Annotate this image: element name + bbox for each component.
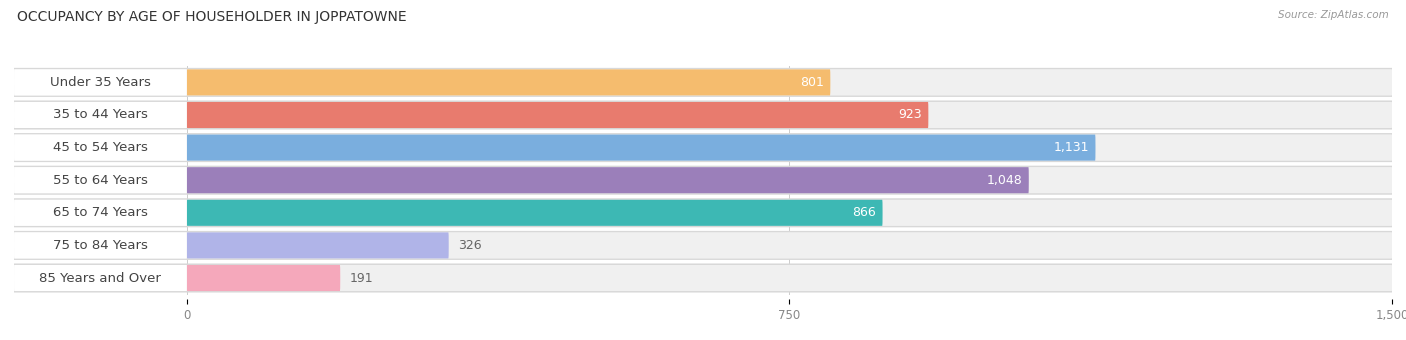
FancyBboxPatch shape <box>13 167 1393 194</box>
FancyBboxPatch shape <box>13 199 1393 226</box>
FancyBboxPatch shape <box>187 135 1095 160</box>
Text: 1,048: 1,048 <box>987 174 1022 187</box>
Text: 65 to 74 Years: 65 to 74 Years <box>53 206 148 219</box>
Text: 85 Years and Over: 85 Years and Over <box>39 272 162 285</box>
FancyBboxPatch shape <box>14 135 1392 160</box>
FancyBboxPatch shape <box>13 134 1393 161</box>
Text: 55 to 64 Years: 55 to 64 Years <box>53 174 148 187</box>
FancyBboxPatch shape <box>13 232 1393 259</box>
Text: Under 35 Years: Under 35 Years <box>51 76 150 89</box>
Text: 801: 801 <box>800 76 824 89</box>
Text: 1,131: 1,131 <box>1053 141 1090 154</box>
Text: 923: 923 <box>898 108 922 121</box>
FancyBboxPatch shape <box>13 101 1393 129</box>
Text: Source: ZipAtlas.com: Source: ZipAtlas.com <box>1278 10 1389 20</box>
FancyBboxPatch shape <box>14 167 1392 193</box>
FancyBboxPatch shape <box>14 200 1392 226</box>
FancyBboxPatch shape <box>187 167 1029 193</box>
FancyBboxPatch shape <box>13 69 1393 96</box>
FancyBboxPatch shape <box>14 135 187 160</box>
FancyBboxPatch shape <box>187 200 883 226</box>
Text: 45 to 54 Years: 45 to 54 Years <box>53 141 148 154</box>
FancyBboxPatch shape <box>14 200 187 226</box>
FancyBboxPatch shape <box>14 69 1392 96</box>
FancyBboxPatch shape <box>14 232 187 258</box>
FancyBboxPatch shape <box>187 69 831 96</box>
FancyBboxPatch shape <box>187 232 449 258</box>
Text: 191: 191 <box>350 272 374 285</box>
FancyBboxPatch shape <box>14 167 187 193</box>
Text: 326: 326 <box>458 239 482 252</box>
FancyBboxPatch shape <box>187 265 340 291</box>
FancyBboxPatch shape <box>187 102 928 128</box>
FancyBboxPatch shape <box>14 102 1392 128</box>
FancyBboxPatch shape <box>14 232 1392 258</box>
Text: 866: 866 <box>852 206 876 219</box>
FancyBboxPatch shape <box>14 265 187 291</box>
FancyBboxPatch shape <box>13 264 1393 292</box>
Text: 75 to 84 Years: 75 to 84 Years <box>53 239 148 252</box>
FancyBboxPatch shape <box>14 265 1392 291</box>
Text: 35 to 44 Years: 35 to 44 Years <box>53 108 148 121</box>
FancyBboxPatch shape <box>14 69 187 96</box>
Text: OCCUPANCY BY AGE OF HOUSEHOLDER IN JOPPATOWNE: OCCUPANCY BY AGE OF HOUSEHOLDER IN JOPPA… <box>17 10 406 24</box>
FancyBboxPatch shape <box>14 102 187 128</box>
